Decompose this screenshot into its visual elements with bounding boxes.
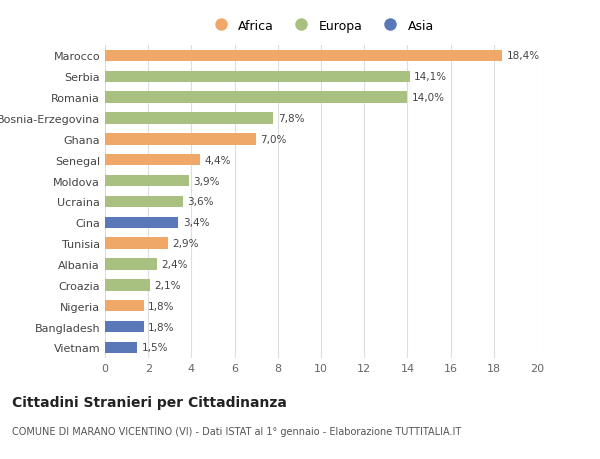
Legend: Africa, Europa, Asia: Africa, Europa, Asia xyxy=(203,15,439,38)
Text: 3,6%: 3,6% xyxy=(187,197,214,207)
Text: 7,0%: 7,0% xyxy=(260,134,287,145)
Text: 3,9%: 3,9% xyxy=(194,176,220,186)
Bar xyxy=(105,342,137,353)
Bar xyxy=(105,155,200,166)
Bar xyxy=(105,196,183,207)
Text: 3,4%: 3,4% xyxy=(183,218,209,228)
Text: 1,8%: 1,8% xyxy=(148,301,175,311)
Text: 1,8%: 1,8% xyxy=(148,322,175,332)
Bar xyxy=(105,134,256,145)
Bar xyxy=(105,72,410,83)
Text: Cittadini Stranieri per Cittadinanza: Cittadini Stranieri per Cittadinanza xyxy=(12,395,287,409)
Bar xyxy=(105,50,502,62)
Text: 14,1%: 14,1% xyxy=(414,72,447,82)
Text: COMUNE DI MARANO VICENTINO (VI) - Dati ISTAT al 1° gennaio - Elaborazione TUTTIT: COMUNE DI MARANO VICENTINO (VI) - Dati I… xyxy=(12,426,461,436)
Bar xyxy=(105,113,274,124)
Bar xyxy=(105,238,167,249)
Text: 2,4%: 2,4% xyxy=(161,259,188,269)
Bar xyxy=(105,280,151,291)
Text: 14,0%: 14,0% xyxy=(412,93,445,103)
Bar xyxy=(105,321,144,332)
Bar xyxy=(105,259,157,270)
Bar xyxy=(105,217,178,229)
Text: 1,5%: 1,5% xyxy=(142,342,168,353)
Text: 2,1%: 2,1% xyxy=(155,280,181,290)
Text: 7,8%: 7,8% xyxy=(278,114,304,124)
Bar xyxy=(105,300,144,312)
Text: 4,4%: 4,4% xyxy=(205,155,231,165)
Bar xyxy=(105,175,189,187)
Bar xyxy=(105,92,407,104)
Text: 2,9%: 2,9% xyxy=(172,239,199,249)
Text: 18,4%: 18,4% xyxy=(507,51,540,62)
